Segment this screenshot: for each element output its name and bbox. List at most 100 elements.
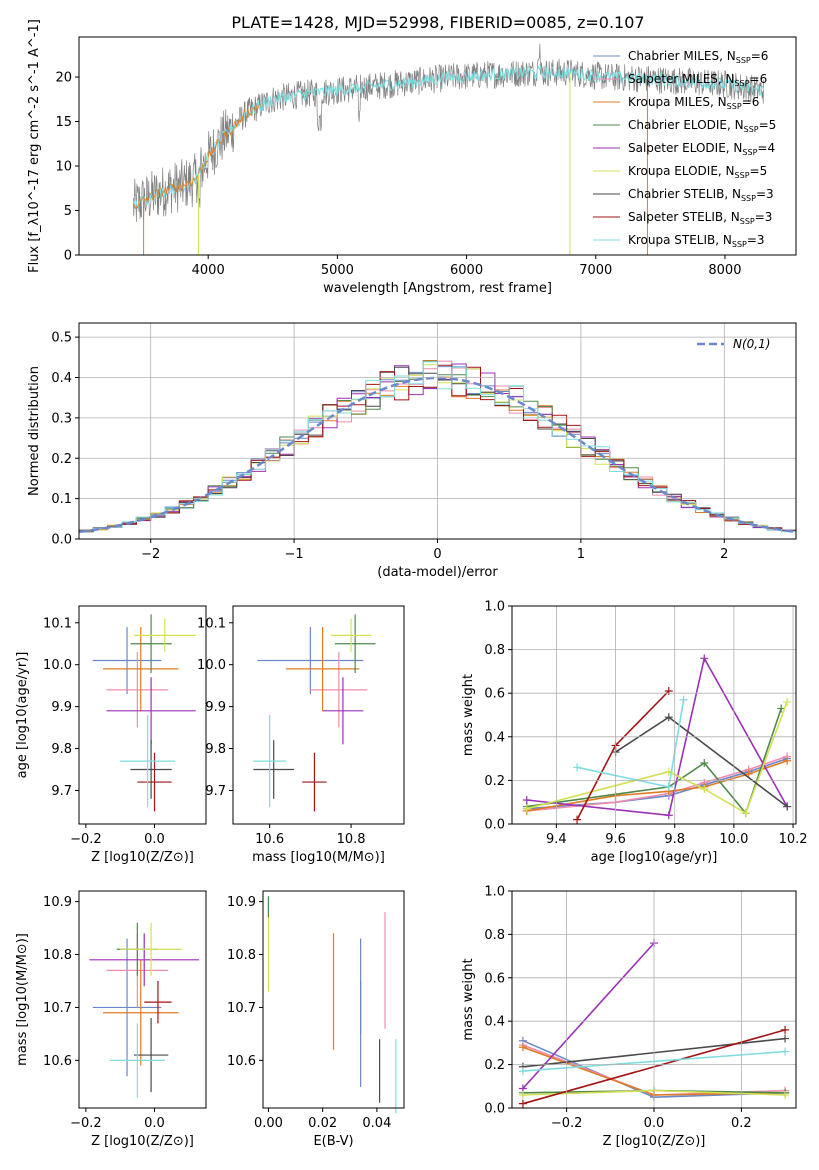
mass_vs_ebv-xtick-label: 0.00 [254, 1116, 283, 1131]
mass_vs_ebv-ytick-label: 10.6 [227, 1054, 256, 1069]
age_vs_mass-ytick-label: 9.8 [205, 742, 226, 757]
mass-weight-marker [664, 687, 673, 696]
age_vs_Z-xtick-label: −0.2 [70, 832, 102, 847]
spectrum-xtick-label: 5000 [321, 263, 354, 278]
residuals-ytick-label: 0.0 [51, 533, 72, 548]
mass_weight_vs_age-ytick-label: 0.6 [484, 687, 505, 702]
mass_vs_ebv-ytick-label: 10.7 [227, 1001, 256, 1016]
spectrum-xtick-label: 6000 [450, 263, 483, 278]
mass-weight-marker [700, 785, 709, 794]
residuals-xtick-label: 2 [720, 547, 728, 562]
age_vs_Z-xlabel: Z [log10(Z/Z⊙)] [91, 850, 194, 865]
mass-weight-marker [744, 769, 753, 778]
mass_vs_Z-frame [78, 890, 207, 1109]
mass_weight_vs_age-ytick-label: 0.2 [484, 774, 505, 789]
mass-weight-line-1 [526, 755, 788, 812]
residuals-xtick-label: 0 [433, 547, 441, 562]
mass_weight_vs_Z-ytick-label: 0.0 [484, 1102, 505, 1117]
mass-weight-marker [573, 815, 582, 824]
mass_vs_Z-xtick-label: −0.2 [70, 1116, 102, 1131]
residuals-ylabel: Normed distribution [27, 366, 42, 496]
spectrum-ytick-label: 20 [55, 71, 72, 86]
legend-entry: Chabrier MILES, NSSP=6 [628, 49, 768, 65]
mass-weight-marker [783, 802, 792, 811]
mass_weight_vs_age-frame [511, 605, 797, 825]
mass-weight-marker [700, 758, 709, 767]
spectrum-ytick-label: 15 [55, 115, 72, 130]
mass_weight_vs_age-ytick-label: 0.0 [484, 818, 505, 833]
age_vs_mass-xtick-label: 10.8 [337, 832, 366, 847]
age_vs_mass-frame [232, 605, 405, 825]
spectrum-xtick-label: 4000 [192, 263, 225, 278]
spectrum-ytick-label: 10 [55, 160, 72, 175]
mass-weight-marker [700, 654, 709, 663]
mass-weight-marker [781, 1047, 790, 1056]
mass_weight_vs_age-ylabel: mass weight [461, 674, 476, 756]
legend-entry: Chabrier STELIB, NSSP=3 [628, 187, 774, 203]
age_vs_mass-xlabel: mass [log10(M/M⊙)] [252, 850, 385, 865]
mass-weight-marker [518, 1043, 527, 1052]
age_vs_Z-ytick-label: 10.1 [43, 616, 72, 631]
age_vs_Z-xtick-label: 0.0 [144, 832, 165, 847]
spectrum-title: PLATE=1428, MJD=52998, FIBERID=0085, z=0… [231, 13, 644, 32]
mass-weight-marker [783, 697, 792, 706]
mass-weight-marker [518, 1067, 527, 1076]
mass_vs_Z-ytick-label: 10.8 [43, 948, 72, 963]
mass-weight-marker [573, 763, 582, 772]
mass_vs_Z-xtick-label: 0.0 [144, 1116, 165, 1131]
residuals-ytick-label: 0.4 [51, 371, 72, 386]
mass_weight_vs_Z-ylabel: mass weight [461, 958, 476, 1040]
mass_weight_vs_age-ytick-label: 0.4 [484, 730, 505, 745]
age_vs_mass-ytick-label: 9.9 [205, 700, 226, 715]
mass_vs_ebv-xlabel: E(B-V) [313, 1134, 353, 1149]
mass_vs_ebv-frame [262, 890, 405, 1109]
spectrum-xlabel: wavelength [Angstrom, rest frame] [323, 281, 552, 296]
mass_weight_vs_Z-xlabel: Z [log10(Z/Z⊙)] [603, 1134, 706, 1149]
spectrum-frame [78, 36, 797, 256]
mass-weight-marker [518, 1090, 527, 1099]
spectrum-xtick-label: 8000 [708, 263, 741, 278]
mass-weight-marker [518, 1099, 527, 1108]
mass_vs_ebv-xtick-label: 0.02 [308, 1116, 337, 1131]
mass_weight_vs_Z-ytick-label: 1.0 [484, 885, 505, 900]
mass_weight_vs_age-xtick-label: 10.0 [719, 832, 748, 847]
mass_weight_vs_Z-xtick-label: 0.2 [731, 1116, 752, 1131]
mass_weight_vs_Z-xtick-label: −0.2 [551, 1116, 583, 1131]
residuals-ytick-label: 0.5 [51, 331, 72, 346]
mass_weight_vs_age-xtick-label: 10.2 [779, 832, 808, 847]
mass_weight_vs_age-xtick-label: 9.4 [546, 832, 567, 847]
mass-weight-line-2 [526, 760, 788, 812]
model-spectrum-line [132, 64, 765, 210]
mass_vs_ebv-ytick-label: 10.9 [227, 895, 256, 910]
mass_vs_Z-ytick-label: 10.9 [43, 895, 72, 910]
mass_weight_vs_age-xlabel: age [log10(age/yr)] [591, 850, 718, 865]
mass-weight-marker [781, 1090, 790, 1099]
mass_vs_Z-ylabel: mass [log10(M/M⊙)] [15, 933, 30, 1066]
age_vs_mass-xtick-label: 10.6 [255, 832, 284, 847]
age_vs_mass-ytick-label: 10.0 [197, 658, 226, 673]
mass_weight_vs_Z-ytick-label: 0.4 [484, 1015, 505, 1030]
age_vs_mass-ytick-label: 10.1 [197, 616, 226, 631]
legend-entry: Kroupa MILES, NSSP=6 [628, 95, 759, 111]
mass_weight_vs_Z-ytick-label: 0.6 [484, 971, 505, 986]
spectrum-ytick-label: 0 [64, 249, 72, 264]
mass_vs_Z-xlabel: Z [log10(Z/Z⊙)] [91, 1134, 194, 1149]
age_vs_mass-ytick-label: 9.7 [205, 784, 226, 799]
legend-entry: Salpeter MILES, NSSP=6 [628, 72, 767, 88]
mass-weight-marker [781, 1034, 790, 1043]
mass-weight-marker [522, 796, 531, 805]
mass_weight_vs_Z-ytick-label: 0.2 [484, 1058, 505, 1073]
model-spectrum-line [133, 104, 260, 210]
age_vs_Z-frame [78, 605, 207, 825]
legend-entry: Salpeter ELODIE, NSSP=4 [628, 141, 775, 157]
legend-gaussian-label: N(0,1) [733, 337, 770, 351]
legend-entry: Kroupa ELODIE, NSSP=5 [628, 164, 767, 180]
mass-weight-marker [664, 713, 673, 722]
mass-weight-marker [679, 695, 688, 704]
mass_vs_Z-ytick-label: 10.7 [43, 1001, 72, 1016]
residuals-xtick-label: 1 [577, 547, 585, 562]
legend-entry: Kroupa STELIB, NSSP=3 [628, 233, 765, 249]
mass-weight-marker [783, 756, 792, 765]
mass_vs_Z-ytick-label: 10.6 [43, 1054, 72, 1069]
